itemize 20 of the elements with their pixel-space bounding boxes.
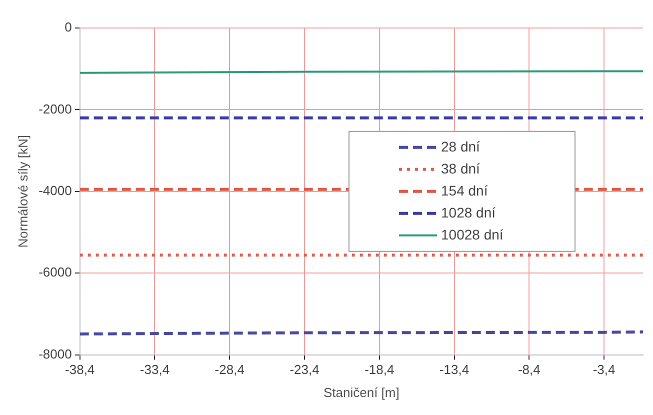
y-tick-label: 0	[64, 20, 72, 35]
x-tick-label: -18,4	[364, 362, 394, 378]
x-tick-label: -8,4	[518, 362, 540, 378]
y-tick-label: -2000	[38, 101, 72, 116]
y-tick-label: -4000	[38, 182, 72, 198]
y-tick-label: -8000	[38, 346, 72, 362]
x-tick-label: -33,4	[140, 362, 170, 378]
x-tick-label: -13,4	[439, 362, 470, 378]
legend-label: 154 dní	[441, 182, 488, 198]
x-tick-label: -38,4	[65, 362, 95, 378]
y-axis-title: Normálové síly [kN]	[15, 135, 30, 248]
legend-label: 10028 dní	[441, 226, 504, 242]
legend-label: 28 dní	[441, 138, 480, 154]
y-tick-label: -6000	[38, 264, 72, 280]
legend-label: 1028 dní	[441, 204, 496, 220]
x-tick-label: -3,4	[592, 362, 616, 378]
legend-label: 38 dní	[441, 160, 480, 176]
x-axis-title: Staničení [m]	[323, 384, 400, 400]
x-tick-label: -23,4	[290, 362, 320, 378]
x-tick-label: -28,4	[214, 362, 244, 378]
